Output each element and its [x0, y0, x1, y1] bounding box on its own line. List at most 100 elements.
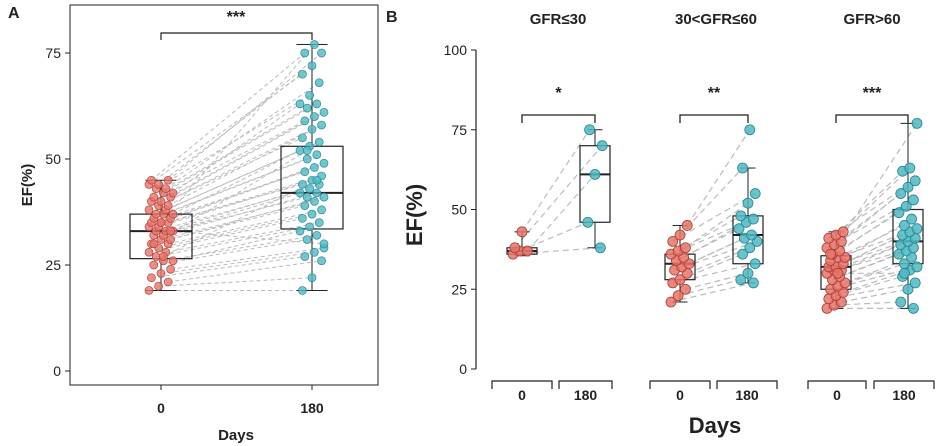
point-day180 — [595, 242, 606, 254]
panel-a-label: A — [8, 5, 20, 22]
point-day180 — [746, 229, 757, 241]
point-day180 — [749, 258, 761, 270]
pair-line — [165, 82, 320, 190]
point-day0 — [151, 209, 161, 219]
point-day0 — [147, 273, 156, 283]
point-day180 — [317, 120, 326, 130]
pair-line — [156, 226, 310, 258]
point-day0 — [667, 235, 679, 247]
x-tick-label: 180 — [892, 387, 916, 403]
point-day180 — [302, 235, 312, 244]
point-day180 — [596, 140, 608, 152]
point-day180 — [310, 247, 319, 257]
point-day180 — [305, 222, 314, 232]
point-day180 — [295, 188, 305, 198]
point-day0 — [665, 296, 677, 308]
point-day180 — [312, 175, 322, 185]
pair-line — [170, 111, 325, 198]
pair-line — [168, 175, 322, 224]
point-day0 — [832, 267, 844, 279]
point-day0 — [149, 260, 159, 270]
point-day180 — [307, 124, 317, 134]
pair-line — [514, 145, 603, 249]
pair-line — [670, 282, 754, 303]
pair-line — [521, 129, 591, 233]
point-day0 — [161, 184, 171, 194]
x-tick-label: 0 — [833, 387, 841, 403]
point-day180 — [906, 213, 917, 225]
pair-line — [688, 234, 752, 265]
point-day180 — [749, 188, 761, 199]
x-tick-label: 0 — [676, 387, 684, 403]
x-axis-label: Days — [218, 427, 254, 444]
day180-box — [732, 215, 764, 265]
pair-line — [160, 44, 315, 223]
pair-line — [170, 162, 325, 219]
pair-line — [172, 150, 301, 215]
point-day0 — [516, 226, 528, 238]
category-bracket — [716, 380, 778, 389]
category-bracket — [491, 380, 553, 389]
point-day180 — [909, 175, 921, 187]
pair-line — [835, 170, 904, 236]
significance-label: * — [555, 85, 562, 102]
point-day180 — [584, 124, 595, 136]
point-day180 — [317, 48, 326, 58]
point-day180 — [310, 197, 319, 206]
pair-line — [151, 171, 305, 224]
point-day0 — [149, 239, 159, 249]
point-day180 — [748, 213, 759, 225]
facet-title: GFR>60 — [843, 11, 900, 28]
y-tick-label: 25 — [451, 281, 467, 297]
pair-line — [153, 196, 308, 236]
pair-line — [156, 188, 310, 232]
point-day180 — [908, 194, 919, 206]
pair-line — [842, 167, 911, 233]
y-tick-label: 50 — [451, 202, 467, 218]
point-day180 — [300, 252, 310, 261]
significance-label: *** — [863, 85, 882, 102]
point-day180 — [737, 162, 748, 174]
pair-line — [830, 123, 918, 255]
significance-label: ** — [708, 85, 721, 102]
facet-2: 30<GFR≤60 0 180 ** — [649, 11, 778, 403]
point-day0 — [144, 205, 154, 215]
point-day180 — [305, 184, 314, 194]
category-bracket — [807, 380, 867, 389]
point-day180 — [911, 223, 923, 235]
point-day180 — [742, 267, 754, 279]
point-day180 — [899, 220, 910, 231]
point-day180 — [589, 169, 601, 180]
point-day0 — [674, 274, 686, 286]
point-day180 — [310, 40, 319, 49]
point-day180 — [312, 230, 322, 240]
point-day180 — [733, 223, 745, 235]
point-day180 — [305, 91, 314, 100]
point-day0 — [674, 229, 686, 241]
point-day180 — [300, 201, 310, 210]
point-day0 — [156, 197, 166, 206]
point-day180 — [899, 267, 910, 279]
pair-line — [163, 234, 317, 262]
point-day180 — [314, 78, 324, 88]
pair-line — [155, 94, 310, 190]
point-day180 — [737, 248, 748, 260]
point-day0 — [144, 247, 154, 257]
point-day180 — [307, 209, 317, 219]
point-day180 — [735, 274, 747, 286]
category-bracket — [649, 380, 711, 389]
pair-line — [148, 73, 303, 185]
point-day180 — [295, 146, 305, 155]
pair-line — [828, 180, 916, 239]
panel-a-chart: 0 25 50 75 0 180 Days EF(%) *** — [19, 4, 379, 444]
point-day180 — [300, 167, 310, 177]
point-day180 — [317, 205, 326, 215]
pair-line — [526, 174, 596, 252]
point-day0 — [837, 226, 849, 238]
panel-b-label: B — [386, 9, 398, 26]
pair-line — [672, 193, 756, 242]
pair-line — [686, 247, 751, 274]
pair-line — [160, 251, 315, 274]
point-day180 — [312, 99, 322, 109]
pair-line — [153, 150, 308, 245]
